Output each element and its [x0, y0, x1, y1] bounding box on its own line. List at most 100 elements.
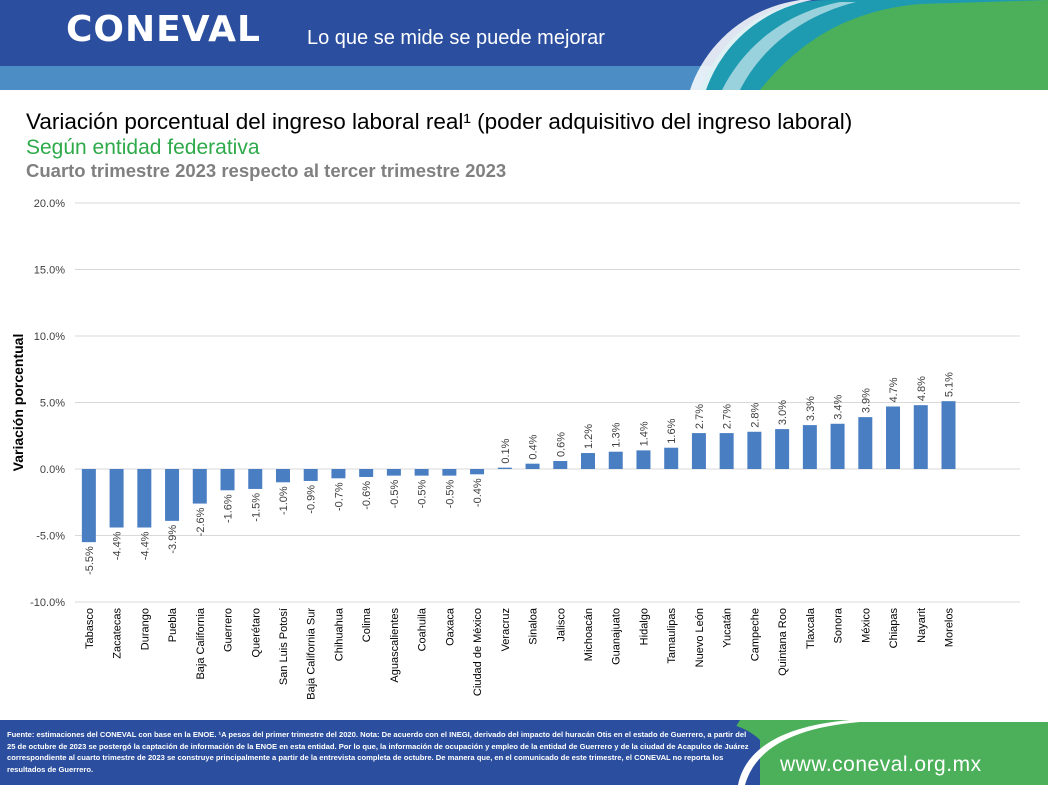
bar-quintana-roo: [775, 429, 790, 469]
bar-baja-california: [192, 469, 207, 504]
bar-puebla: [165, 469, 180, 521]
y-tick-label: 20.0%: [34, 198, 65, 210]
footer-background: [0, 720, 1048, 785]
data-label: -0.6%: [361, 481, 373, 510]
data-label: -1.5%: [250, 493, 262, 522]
x-tick-label: Sinaloa: [528, 607, 540, 645]
y-tick-label: 15.0%: [34, 265, 65, 277]
x-tick-label: Baja California Sur: [306, 608, 318, 700]
x-tick-label: Chihuahua: [333, 607, 345, 661]
header-banner: CONEVAL Lo que se mide se puede mejorar: [0, 0, 1048, 90]
bar-michoacán: [581, 453, 595, 469]
footer-banner: Fuente: estimaciones del CONEVAL con bas…: [0, 720, 1048, 785]
data-label: 4.8%: [916, 376, 928, 401]
data-label: 0.1%: [500, 438, 512, 463]
data-label: -0.9%: [306, 485, 318, 514]
bar-oaxaca: [442, 469, 457, 476]
y-axis-label: Variación porcentual: [10, 334, 26, 472]
bar-nuevo-león: [691, 433, 706, 469]
x-tick-label: Durango: [139, 608, 151, 650]
bar-sinaloa: [525, 463, 540, 469]
x-tick-label: Oaxaca: [444, 607, 456, 646]
x-tick-label: Tlaxcala: [805, 607, 817, 649]
data-label: 1.3%: [611, 422, 623, 447]
bar-jalisco: [553, 461, 568, 469]
footnote: Fuente: estimaciones del CONEVAL con bas…: [7, 730, 749, 774]
title-block: Variación porcentual del ingreso laboral…: [26, 108, 852, 182]
x-tick-label: Chiapas: [888, 608, 900, 649]
x-tick-label: Tamaulipas: [666, 608, 678, 664]
x-tick-label: Puebla: [167, 607, 179, 642]
data-label: -0.4%: [472, 478, 484, 507]
bar-tabasco: [81, 469, 96, 543]
bar-méxico: [858, 417, 873, 469]
data-label: -4.4%: [112, 531, 124, 560]
data-label: -0.7%: [333, 482, 345, 511]
data-label: -5.5%: [84, 546, 96, 575]
x-tick-label: Nayarit: [916, 608, 928, 643]
chart-title: Variación porcentual del ingreso laboral…: [26, 109, 853, 134]
x-tick-label: México: [860, 608, 872, 643]
data-label: 0.6%: [555, 432, 567, 457]
data-label: 1.4%: [638, 421, 650, 446]
bar-guerrero: [220, 469, 235, 491]
data-label: 1.6%: [666, 418, 678, 443]
bar-querétaro: [248, 469, 263, 489]
data-label: -3.9%: [167, 525, 179, 554]
data-label: 5.1%: [944, 372, 956, 397]
bar-zacatecas: [109, 469, 124, 528]
bar-guanajuato: [608, 451, 623, 469]
data-label: 0.4%: [528, 434, 540, 459]
chart-subtitle: Según entidad federativa: [26, 136, 260, 159]
bar-aguascalientes: [386, 469, 401, 476]
data-label: -2.6%: [195, 507, 207, 536]
data-label: 2.7%: [694, 404, 706, 429]
x-tick-label: Nuevo León: [694, 608, 706, 667]
bar-yucatán: [719, 433, 734, 469]
bar-baja-california-sur: [303, 469, 318, 481]
bar-hidalgo: [636, 450, 651, 469]
header-tagline: Lo que se mide se puede mejorar: [307, 27, 605, 49]
data-label: -0.5%: [417, 479, 429, 508]
x-tick-label: Tabasco: [84, 608, 96, 649]
data-label: 3.3%: [805, 396, 817, 421]
y-tick-label: -10.0%: [30, 597, 65, 609]
bar-nayarit: [913, 405, 928, 469]
data-label: 2.7%: [722, 404, 734, 429]
x-tick-label: Campeche: [749, 608, 761, 661]
bar-durango: [137, 469, 152, 528]
data-label: 3.9%: [860, 388, 872, 413]
x-tick-label: Ciudad de México: [472, 608, 484, 696]
bar-sonora: [830, 423, 845, 469]
x-tick-label: Baja California: [195, 607, 207, 679]
x-tick-label: Coahuila: [417, 607, 429, 651]
data-label: 3.4%: [833, 394, 845, 419]
bar-tlaxcala: [802, 425, 817, 469]
data-label: 4.7%: [888, 377, 900, 402]
y-tick-label: -5.0%: [36, 531, 65, 543]
x-tick-label: Veracruz: [500, 608, 512, 651]
x-tick-label: Zacatecas: [112, 608, 124, 659]
bar-ciudad-de-méxico: [470, 469, 485, 475]
website-link[interactable]: www.coneval.org.mx: [780, 753, 982, 776]
bar-tamaulipas: [664, 447, 679, 469]
x-tick-label: Aguascalientes: [389, 608, 401, 683]
bar-colima: [359, 469, 374, 477]
x-tick-label: Yucatán: [722, 608, 734, 648]
x-tick-label: San Luis Potosí: [278, 608, 290, 685]
data-label: -0.5%: [444, 479, 456, 508]
bar-chihuahua: [331, 469, 346, 479]
data-label: 2.8%: [749, 402, 761, 427]
data-label: -1.6%: [223, 494, 235, 523]
x-tick-label: Jalisco: [555, 608, 567, 642]
x-tick-label: Guerrero: [223, 608, 235, 652]
x-tick-label: Michoacán: [583, 608, 595, 661]
data-label: -1.0%: [278, 486, 290, 515]
y-tick-label: 10.0%: [34, 331, 65, 343]
bar-san-luis-potosí: [275, 469, 290, 483]
y-tick-label: 5.0%: [40, 398, 65, 410]
bar-chart: -10.0% -5.0% 0.0% 5.0% 10.0% 15.0% 20.0% Variac…: [10, 198, 1020, 700]
bar-campeche: [747, 431, 762, 469]
x-tick-label: Quintana Roo: [777, 608, 789, 676]
x-tick-label: Morelos: [944, 608, 956, 648]
